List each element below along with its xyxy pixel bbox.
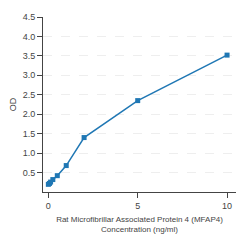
svg-text:3.5: 3.5 [23, 51, 36, 61]
svg-text:1.0: 1.0 [23, 148, 36, 158]
svg-text:OD: OD [8, 97, 18, 111]
svg-text:3.0: 3.0 [23, 70, 36, 80]
svg-text:Rat Microfibrillar Associated: Rat Microfibrillar Associated Protein 4 … [56, 215, 223, 234]
svg-text:1.5: 1.5 [23, 129, 36, 139]
svg-text:0: 0 [46, 201, 51, 211]
svg-text:2.0: 2.0 [23, 109, 36, 119]
svg-text:10: 10 [222, 201, 232, 211]
svg-text:0.5: 0.5 [23, 168, 36, 178]
svg-text:4.0: 4.0 [23, 32, 36, 42]
svg-text:2.5: 2.5 [23, 90, 36, 100]
svg-text:4.5: 4.5 [23, 12, 36, 22]
svg-text:5: 5 [135, 201, 140, 211]
